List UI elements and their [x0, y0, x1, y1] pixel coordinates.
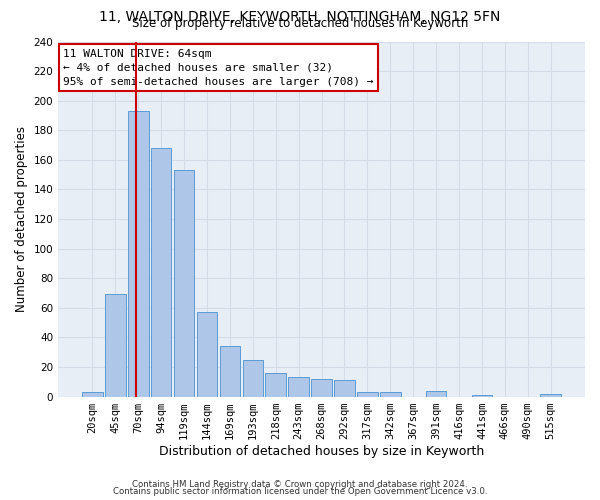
- Bar: [472, 395, 493, 396]
- Bar: [242, 360, 263, 397]
- Text: Contains public sector information licensed under the Open Government Licence v3: Contains public sector information licen…: [113, 487, 487, 496]
- X-axis label: Distribution of detached houses by size in Keyworth: Distribution of detached houses by size …: [159, 444, 484, 458]
- Bar: [334, 380, 355, 396]
- Bar: [357, 392, 378, 396]
- Bar: [174, 170, 194, 396]
- Bar: [541, 394, 561, 396]
- Bar: [311, 379, 332, 396]
- Bar: [220, 346, 240, 397]
- Bar: [128, 111, 149, 397]
- Bar: [105, 294, 125, 396]
- Bar: [151, 148, 172, 396]
- Bar: [380, 392, 401, 396]
- Bar: [289, 378, 309, 396]
- Text: 11, WALTON DRIVE, KEYWORTH, NOTTINGHAM, NG12 5FN: 11, WALTON DRIVE, KEYWORTH, NOTTINGHAM, …: [100, 10, 500, 24]
- Bar: [197, 312, 217, 396]
- Y-axis label: Number of detached properties: Number of detached properties: [15, 126, 28, 312]
- Text: 11 WALTON DRIVE: 64sqm
← 4% of detached houses are smaller (32)
95% of semi-deta: 11 WALTON DRIVE: 64sqm ← 4% of detached …: [64, 48, 374, 86]
- Bar: [426, 390, 446, 396]
- Bar: [82, 392, 103, 396]
- Bar: [265, 373, 286, 396]
- Text: Size of property relative to detached houses in Keyworth: Size of property relative to detached ho…: [132, 18, 468, 30]
- Text: Contains HM Land Registry data © Crown copyright and database right 2024.: Contains HM Land Registry data © Crown c…: [132, 480, 468, 489]
